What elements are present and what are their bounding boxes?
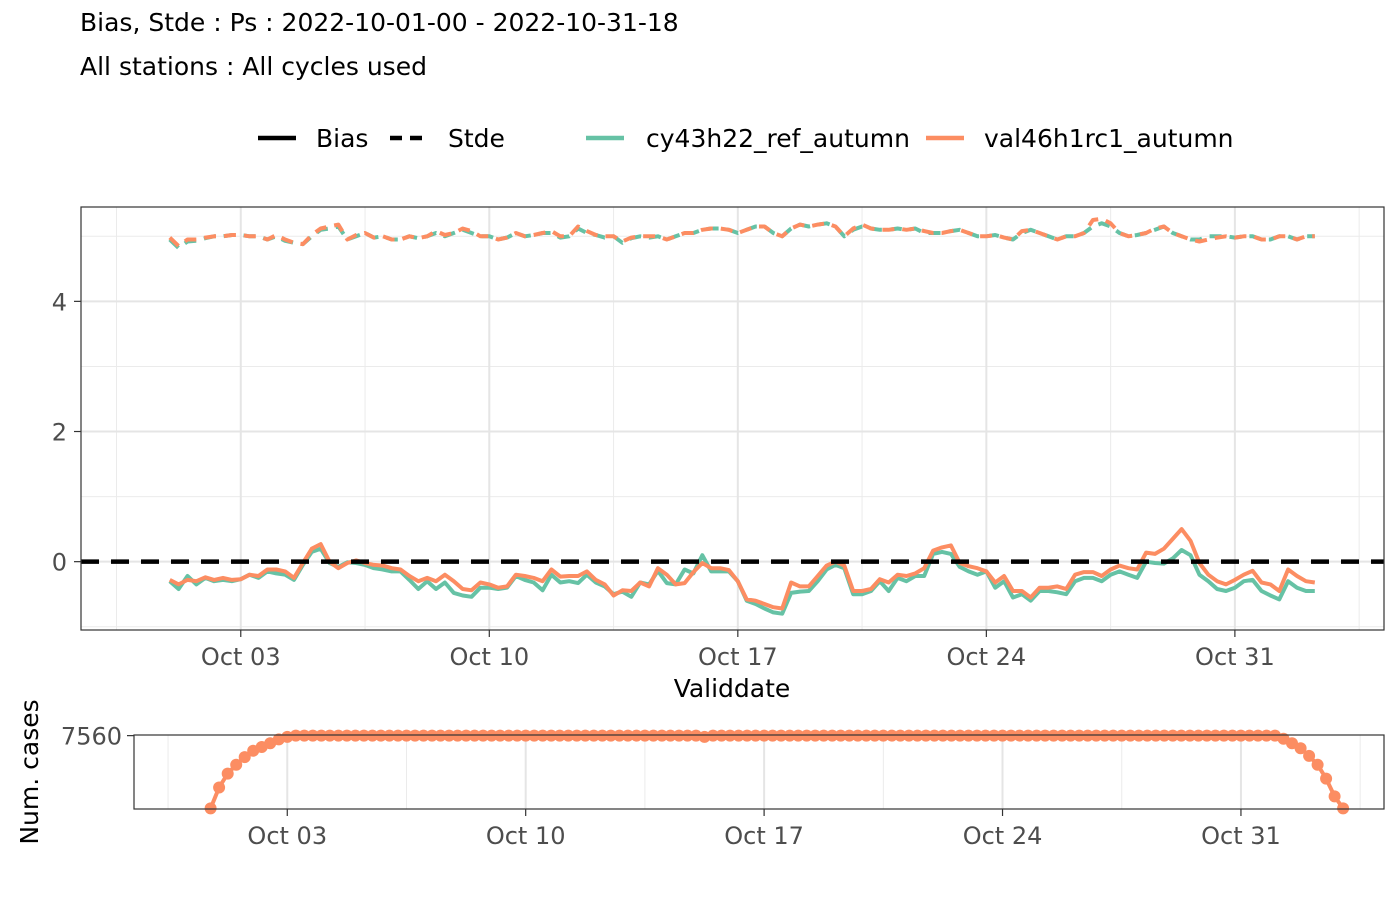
num-cases-point <box>230 758 243 771</box>
x-tick-label: Oct 17 <box>724 822 804 850</box>
x-axis-title: Validdate <box>674 674 791 703</box>
chart-title: Bias, Stde : Ps : 2022-10-01-00 - 2022-1… <box>80 8 679 37</box>
x-tick-label: Oct 03 <box>201 643 281 671</box>
y-tick-label: 4 <box>52 288 67 316</box>
y-tick-label: 7560 <box>61 723 122 751</box>
main-plot-panel: Oct 03 Oct 10 Oct 17 Oct 24 Oct 31 0 2 4 Validd… <box>52 206 1385 703</box>
x-tick-label: Oct 10 <box>449 643 529 671</box>
x-tick-label: Oct 03 <box>247 822 327 850</box>
legend-label-val46h1rc1: val46h1rc1_autumn <box>984 124 1234 153</box>
series-line-val46h1rc1_autumn-stde <box>168 216 1315 248</box>
num-cases-point <box>1303 749 1316 762</box>
main-axes: Oct 03 Oct 10 Oct 17 Oct 24 Oct 31 0 2 4 <box>52 288 1275 671</box>
main-plot-border <box>80 206 1385 631</box>
num-cases-point <box>1320 772 1333 785</box>
legend-label-stde: Stde <box>448 124 505 153</box>
num-cases-point <box>1311 758 1324 771</box>
num-cases-line <box>208 733 1345 810</box>
num-cases-gridlines <box>167 735 1361 809</box>
num-cases-axis-title: Num. cases <box>15 699 44 844</box>
main-gridlines <box>81 207 1384 630</box>
legend: Bias Stde cy43h22_ref_autumn val46h1rc1_… <box>258 124 1234 153</box>
x-tick-label: Oct 24 <box>947 643 1027 671</box>
x-tick-label: Oct 31 <box>1195 643 1275 671</box>
legend-label-cy43h22: cy43h22_ref_autumn <box>646 124 910 153</box>
num-cases-panel: Oct 03 Oct 10 Oct 17 Oct 24 Oct 31 7560 Num. … <box>15 699 1385 850</box>
num-cases-point <box>221 767 234 780</box>
x-tick-label: Oct 24 <box>963 822 1043 850</box>
num-cases-series <box>204 729 1350 815</box>
num-cases-axes: Oct 03 Oct 10 Oct 17 Oct 24 Oct 31 7560 <box>61 723 1281 850</box>
num-cases-plot-border <box>133 734 1385 810</box>
main-series-lines <box>81 216 1384 616</box>
num-cases-point <box>213 781 226 794</box>
x-tick-label: Oct 17 <box>698 643 778 671</box>
chart-subtitle: All stations : All cycles used <box>80 52 427 81</box>
num-cases-point <box>1294 742 1307 755</box>
y-tick-label: 2 <box>52 419 67 447</box>
y-tick-label: 0 <box>52 549 67 577</box>
num-cases-point <box>1328 790 1341 803</box>
num-cases-point <box>238 751 251 764</box>
x-tick-label: Oct 10 <box>486 822 566 850</box>
x-tick-label: Oct 31 <box>1201 822 1281 850</box>
legend-label-bias: Bias <box>316 124 368 153</box>
